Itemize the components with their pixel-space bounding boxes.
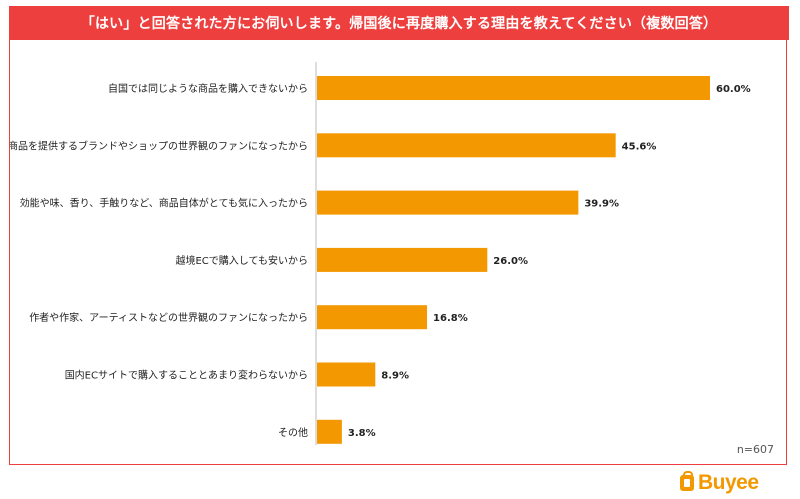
chart-title: 「はい」と回答された方にお伺いします。帰国後に再度購入する理由を教えてください（… (9, 6, 789, 40)
value-label: 60.0% (716, 84, 751, 95)
bar (317, 362, 376, 387)
brand-name: Buyee (698, 471, 759, 494)
value-label: 3.8% (348, 428, 376, 439)
bar (317, 247, 488, 272)
chart-panel: 自国では同じような商品を購入できないから 60.0% 商品を提供するブランドやショッ… (9, 40, 787, 465)
shopping-bag-icon (680, 471, 694, 491)
category-label: その他 (278, 426, 308, 439)
value-label: 39.9% (584, 199, 619, 210)
value-label: 45.6% (622, 141, 657, 152)
bar (317, 133, 616, 158)
sample-size-label: n=607 (736, 443, 774, 456)
category-label: 作者や作家、アーティストなどの世界観のファンになったから (29, 311, 308, 324)
value-label: 16.8% (433, 313, 468, 324)
category-label: 自国では同じような商品を購入できないから (108, 82, 308, 95)
category-label: 国内ECサイトで購入することとあまり変わらないから (65, 369, 308, 382)
bar (317, 76, 710, 100)
category-label: 越境ECで購入しても安いから (175, 254, 308, 267)
value-label: 8.9% (381, 371, 409, 382)
value-label: 26.0% (493, 256, 528, 267)
bar (317, 190, 579, 215)
buyee-logo: Buyee (680, 471, 759, 495)
bar (317, 419, 342, 444)
category-label: 効能や味、香り、手触りなど、商品自体がとても気に入ったから (20, 197, 308, 210)
category-label: 商品を提供するブランドやショップの世界観のファンになったから (10, 139, 308, 152)
bar-chart: 自国では同じような商品を購入できないから 60.0% 商品を提供するブランドやショッ… (10, 62, 751, 445)
bar (317, 305, 428, 330)
